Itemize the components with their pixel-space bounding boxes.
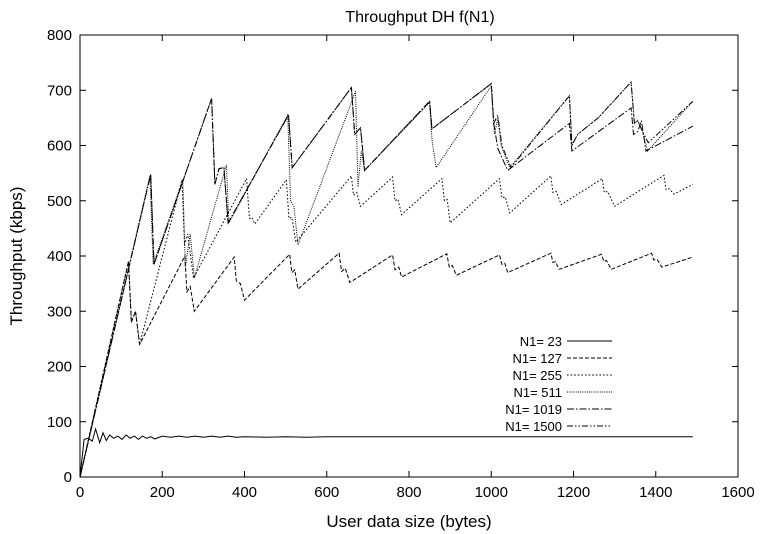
- y-tick-label: 500: [47, 193, 72, 210]
- y-tick-label: 200: [47, 359, 72, 376]
- legend-label: N1= 255: [512, 368, 562, 383]
- x-tick-label: 600: [314, 484, 339, 501]
- y-tick-label: 400: [47, 248, 72, 265]
- x-tick-label: 1000: [475, 484, 508, 501]
- series-line-5: [79, 82, 694, 478]
- series-line-4: [79, 80, 694, 478]
- y-tick-label: 800: [47, 27, 72, 44]
- plot-frame: [79, 34, 739, 478]
- x-axis-title: User data size (bytes): [326, 512, 491, 531]
- y-axis-title: Throughput (kbps): [7, 187, 26, 326]
- y-axis: 0 100 200 300 400 500 600 700 800: [47, 27, 738, 486]
- series-layer: [79, 80, 694, 478]
- x-tick-label: 1600: [721, 484, 754, 501]
- y-tick-label: 700: [47, 82, 72, 99]
- legend: N1= 23 N1= 127 N1= 255 N1= 511 N1= 1019 N1= 1…: [505, 334, 612, 434]
- x-tick-label: 800: [396, 484, 421, 501]
- legend-label: N1= 1500: [505, 419, 562, 434]
- series-line-1: [79, 427, 693, 478]
- y-tick-label: 100: [47, 414, 72, 431]
- legend-label: N1= 127: [512, 351, 562, 366]
- y-tick-label: 300: [47, 303, 72, 320]
- x-tick-label: 200: [150, 484, 175, 501]
- series-line-6: [79, 80, 694, 478]
- x-tick-label: 1400: [639, 484, 672, 501]
- y-tick-label: 0: [64, 469, 72, 486]
- legend-label: N1= 511: [513, 385, 562, 400]
- x-tick-label: 400: [232, 484, 257, 501]
- x-tick-label: 0: [76, 484, 84, 501]
- series-line-2: [79, 252, 693, 478]
- y-tick-label: 600: [47, 138, 72, 155]
- x-tick-label: 1200: [557, 484, 590, 501]
- series-line-3: [79, 174, 694, 478]
- legend-label: N1= 23: [520, 334, 562, 349]
- chart-title: Throughput DH f(N1): [345, 9, 494, 26]
- legend-label: N1= 1019: [505, 402, 562, 417]
- x-axis: 0 200 400 600 800 1000 1200 1400 1600: [76, 35, 755, 501]
